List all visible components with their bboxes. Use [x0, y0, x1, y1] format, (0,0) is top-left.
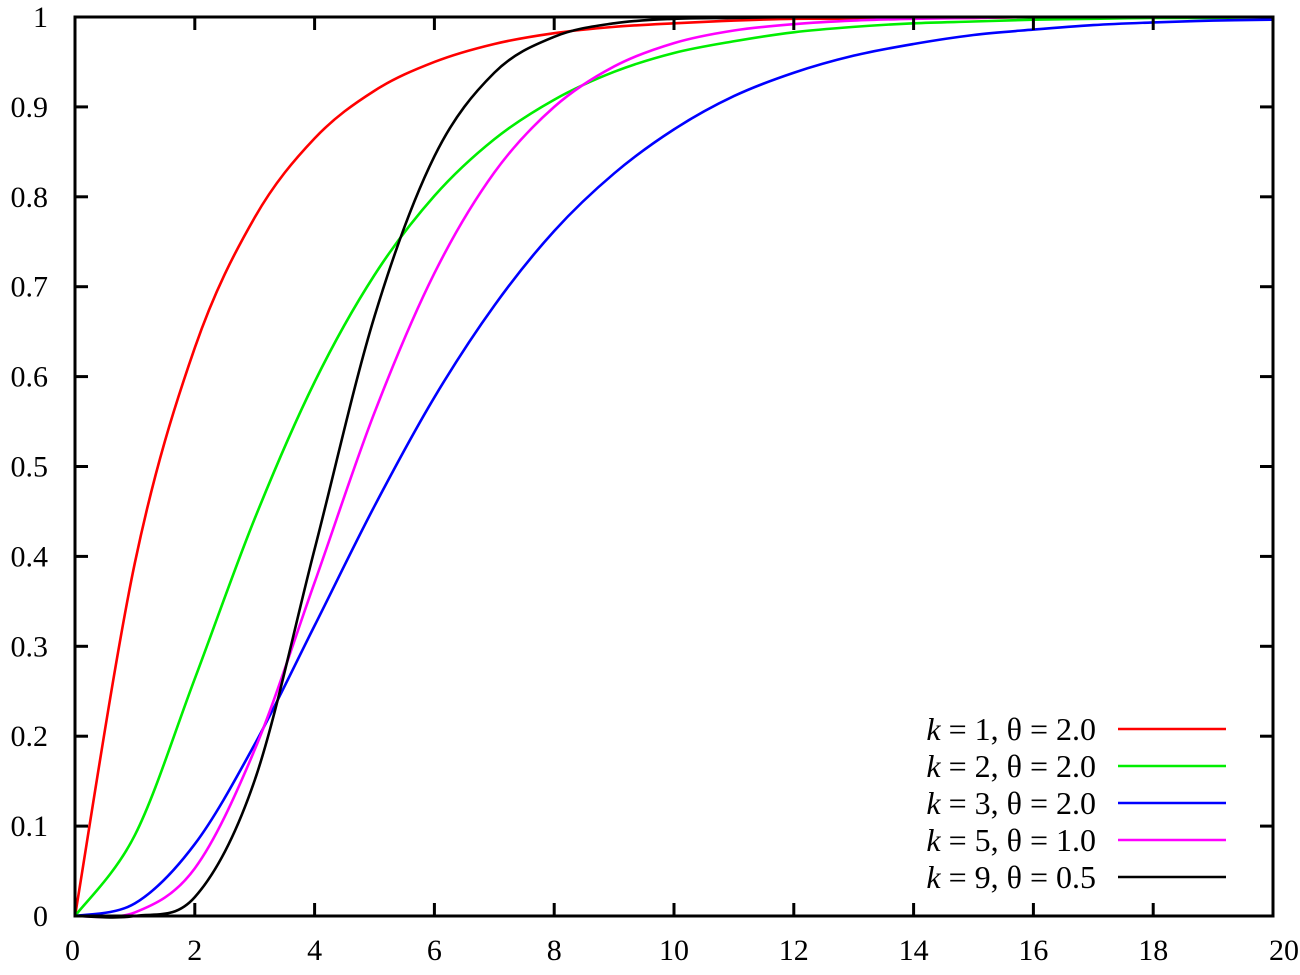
y-tick-labels: 0 0.1 0.2 0.3 0.4 0.5 0.6 0.7 0.8 0.9 1 — [11, 1, 49, 933]
y-tick-label: 0.3 — [11, 630, 49, 663]
x-tick-labels: 0 2 4 6 8 10 12 14 16 18 20 — [65, 934, 1299, 967]
y-tick-label: 0.4 — [11, 540, 49, 573]
y-tick-label: 0.2 — [11, 720, 49, 753]
y-tick-label: 0.1 — [11, 810, 49, 843]
x-tick-label: 4 — [307, 934, 322, 967]
legend: k = 1, θ = 2.0k = 2, θ = 2.0k = 3, θ = 2… — [926, 711, 1226, 895]
y-tick-label: 0 — [33, 900, 48, 933]
legend-entry-2: k = 2, θ = 2.0 — [926, 748, 1226, 784]
legend-label: k = 2, θ = 2.0 — [926, 748, 1096, 784]
legend-entry-3: k = 3, θ = 2.0 — [926, 785, 1226, 821]
series-line-2 — [73, 15, 1274, 917]
y-tick-label: 0.7 — [11, 271, 49, 304]
x-tick-label: 8 — [547, 934, 562, 967]
axis-ticks — [73, 15, 1275, 918]
x-tick-label: 6 — [427, 934, 442, 967]
x-tick-label: 20 — [1269, 934, 1299, 967]
legend-entry-1: k = 1, θ = 2.0 — [926, 711, 1226, 747]
x-tick-label: 10 — [659, 934, 689, 967]
y-tick-label: 0.5 — [11, 451, 49, 484]
y-tick-label: 0.9 — [11, 91, 49, 124]
y-tick-label: 1 — [33, 1, 48, 34]
x-tick-label: 14 — [899, 934, 929, 967]
legend-entry-5: k = 9, θ = 0.5 — [926, 859, 1226, 895]
legend-label: k = 5, θ = 1.0 — [926, 822, 1096, 858]
x-tick-label: 16 — [1018, 934, 1048, 967]
x-tick-label: 0 — [65, 934, 80, 967]
y-tick-label: 0.8 — [11, 181, 49, 214]
legend-label: k = 1, θ = 2.0 — [926, 711, 1096, 747]
legend-label: k = 9, θ = 0.5 — [926, 859, 1096, 895]
x-tick-label: 18 — [1138, 934, 1168, 967]
legend-entry-4: k = 5, θ = 1.0 — [926, 822, 1226, 858]
legend-label: k = 3, θ = 2.0 — [926, 785, 1096, 821]
x-tick-label: 2 — [187, 934, 202, 967]
y-tick-label: 0.6 — [11, 361, 49, 394]
x-tick-label: 12 — [779, 934, 809, 967]
